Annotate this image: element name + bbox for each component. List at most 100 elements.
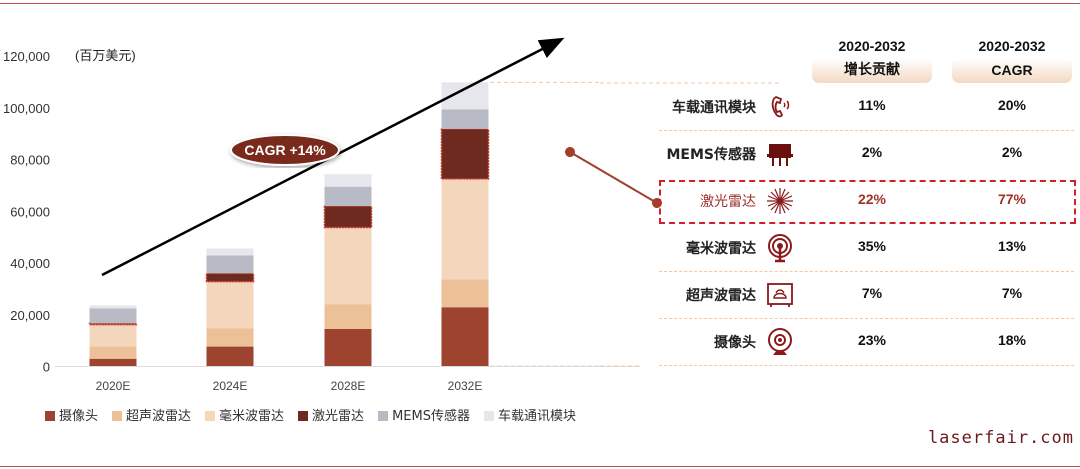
row-label: 激光雷达 <box>700 194 756 210</box>
legend-item: MEMS传感器 <box>378 405 470 424</box>
cagr-value: 77% <box>997 191 1027 207</box>
ultrasound-icon <box>767 283 793 307</box>
y-tick-label: 20,000 <box>10 308 50 323</box>
laser-burst-icon <box>767 188 793 214</box>
legend-item: 车载通讯模块 <box>483 405 576 424</box>
header-contribution: 增长贡献 <box>812 58 932 83</box>
bar-segment <box>324 174 372 187</box>
legend-label: 车载通讯模块 <box>497 409 576 424</box>
chip-icon <box>767 144 793 166</box>
growth-contribution-value: 2% <box>861 144 883 160</box>
legend-swatch <box>112 411 123 421</box>
row-label: 车载通讯模块 <box>672 100 756 116</box>
legend-item: 毫米波雷达 <box>205 405 284 424</box>
table-row: 毫米波雷达 35% 13% <box>600 224 1074 271</box>
row-divider <box>659 365 1074 366</box>
legend-item: 激光雷达 <box>298 405 364 424</box>
cagr-value: 18% <box>997 332 1027 348</box>
cagr-value: 13% <box>997 238 1027 254</box>
bar-segment <box>88 322 138 326</box>
legend-swatch <box>298 411 309 421</box>
table-row: 超声波雷达 7% 7% <box>600 271 1074 318</box>
bar-segment <box>441 279 489 308</box>
cagr-label: CAGR +14% <box>244 142 326 158</box>
row-label: 毫米波雷达 <box>686 241 756 257</box>
table-row: 激光雷达 22% 77% <box>600 177 1074 224</box>
x-tick-label: 2020E <box>96 379 131 393</box>
bar-segment <box>440 128 490 180</box>
top-rule <box>0 3 1080 4</box>
growth-contribution-value: 35% <box>857 238 887 254</box>
table-row: MEMS传感器 2% 2% <box>600 130 1074 177</box>
lidar-pointer-arrow <box>565 147 662 208</box>
y-tick-label: 120,000 <box>3 49 50 64</box>
bar-segment <box>324 227 372 305</box>
bar-segment <box>89 324 137 347</box>
growth-contribution-value: 11% <box>858 97 886 113</box>
growth-contribution-value: 22% <box>857 191 887 207</box>
x-tick-label: 2032E <box>448 379 483 393</box>
row-divider <box>659 271 1074 272</box>
bar-segment <box>206 248 254 256</box>
bar-segment <box>323 205 373 229</box>
antenna-icon <box>768 234 792 263</box>
row-divider <box>659 130 1074 131</box>
legend-swatch <box>483 411 494 421</box>
growth-contribution-value: 23% <box>857 332 887 348</box>
cagr-value: 7% <box>1001 285 1023 301</box>
header-cagr-period: 2020-2032 <box>978 38 1046 54</box>
legend-label: 超声波雷达 <box>126 409 192 424</box>
bar-segment <box>206 346 254 367</box>
webcam-icon <box>768 328 792 355</box>
bar-segment <box>206 281 254 329</box>
legend-item: 摄像头 <box>45 405 98 424</box>
lidar-highlight-box <box>659 180 1076 224</box>
bar-segment <box>324 304 372 329</box>
phone-signal-icon <box>771 96 790 118</box>
y-tick-label: 60,000 <box>10 204 50 219</box>
bar-segment <box>441 109 489 129</box>
bar-segment <box>324 328 372 367</box>
unit-label: (百万美元) <box>75 48 136 63</box>
y-tick-label: 0 <box>43 360 50 375</box>
y-tick-label: 100,000 <box>3 101 50 116</box>
bar-segment <box>89 305 137 309</box>
legend-swatch <box>205 411 216 421</box>
y-tick-label: 40,000 <box>10 256 50 271</box>
growth-contribution-value: 7% <box>861 285 883 301</box>
bar-segment <box>324 186 372 207</box>
legend: 摄像头 超声波雷达 毫米波雷达 激光雷达 MEMS传感器 车载通讯模块 <box>45 405 576 424</box>
table-row: 车载通讯模块 11% 20% <box>600 83 1074 130</box>
legend-label: 激光雷达 <box>312 409 365 424</box>
legend-swatch <box>378 411 389 421</box>
cagr-badge: CAGR +14% <box>230 134 340 166</box>
table-row: 摄像头 23% 18% <box>600 318 1074 365</box>
bar-segment <box>441 307 489 367</box>
watermark: laserfair.com <box>927 428 1074 448</box>
row-divider <box>659 318 1074 319</box>
x-tick-label: 2024E <box>213 379 248 393</box>
bar-segment <box>89 346 137 359</box>
header-contribution-period: 2020-2032 <box>838 38 906 54</box>
legend-item: 超声波雷达 <box>112 405 191 424</box>
bar-segment <box>206 255 254 274</box>
legend-label: 摄像头 <box>59 409 99 424</box>
header-cagr: CAGR <box>952 58 1072 83</box>
x-tick-label: 2028E <box>331 379 366 393</box>
bar-segment <box>89 358 137 367</box>
legend-swatch <box>45 411 55 421</box>
bar-segment <box>441 178 489 280</box>
y-tick-label: 80,000 <box>10 153 50 168</box>
cagr-value: 20% <box>997 97 1027 113</box>
bar-segment <box>205 272 255 283</box>
legend-label: MEMS传感器 <box>392 409 470 424</box>
bottom-rule <box>0 466 1080 467</box>
bar-segment <box>89 308 137 324</box>
row-label: 超声波雷达 <box>686 288 756 304</box>
row-label: 摄像头 <box>714 335 756 351</box>
cagr-value: 2% <box>1001 144 1023 160</box>
row-label: MEMS传感器 <box>666 147 756 163</box>
bar-segment <box>206 328 254 347</box>
legend-label: 毫米波雷达 <box>219 409 285 424</box>
